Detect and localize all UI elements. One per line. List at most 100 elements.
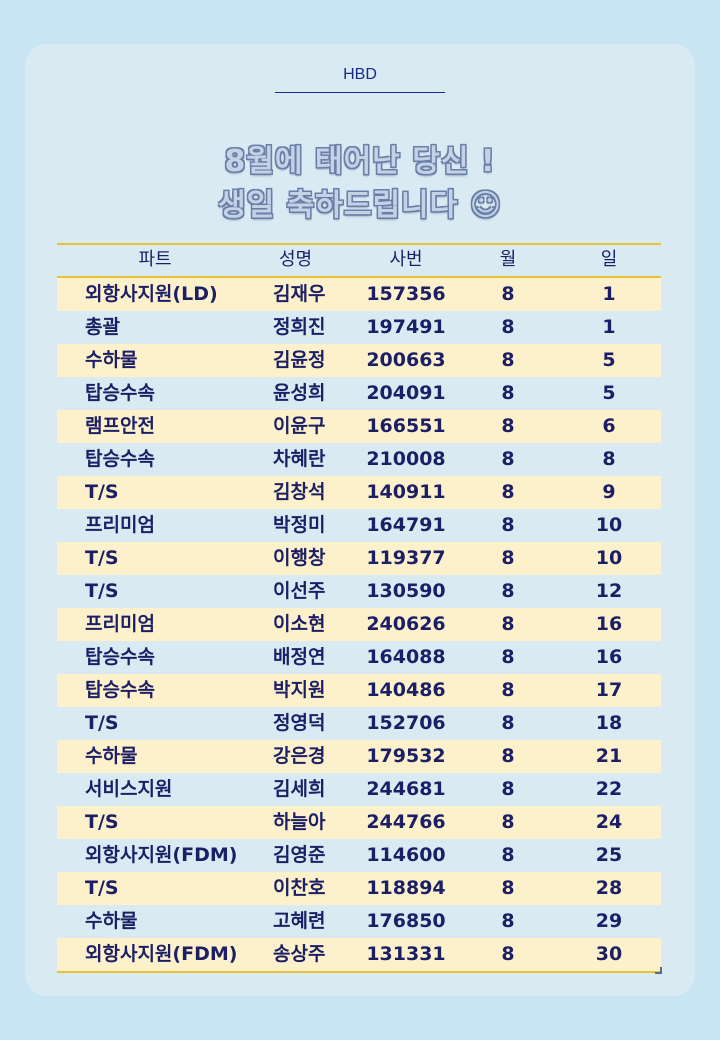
name-cell: 김창석 [273,481,326,503]
day-cell: 22 [595,778,623,800]
month-cell: 8 [501,448,515,470]
month-cell: 8 [501,844,515,866]
part-cell: T/S [85,877,119,899]
month-cell: 8 [501,811,515,833]
table-row: 프리미엄 박정미 164791 8 10 [57,509,661,542]
day-cell: 25 [595,844,623,866]
employee-id-cell: 130590 [366,580,446,602]
part-cell: 프리미엄 [85,613,155,635]
table-row: 외항사지원(FDM) 김영준 114600 8 25 [57,839,661,872]
table-row: 탑승수속 윤성희 204091 8 5 [57,377,661,410]
day-cell: 10 [595,547,623,569]
name-cell: 김윤정 [273,349,326,371]
column-header-name: 성명 [279,249,313,270]
employee-id-cell: 140911 [366,481,446,503]
employee-id-cell: 166551 [366,415,446,437]
table-row: 램프안전 이윤구 166551 8 6 [57,410,661,443]
table-row: T/S 하늘아 244766 8 24 [57,806,661,839]
employee-id-cell: 152706 [366,712,446,734]
part-cell: T/S [85,547,119,569]
birthday-table: 파트 성명 사번 월 일 외항사지원(LD) 김재우 157356 8 1 총괄 정희진 19… [57,243,661,973]
part-cell: 수하물 [85,910,138,932]
month-cell: 8 [501,877,515,899]
day-cell: 12 [595,580,623,602]
employee-id-cell: 204091 [366,382,446,404]
part-cell: 탑승수속 [85,448,155,470]
day-cell: 18 [595,712,623,734]
employee-id-cell: 200663 [366,349,446,371]
day-cell: 5 [602,349,616,371]
employee-id-cell: 179532 [366,745,446,767]
month-cell: 8 [501,514,515,536]
part-cell: 램프안전 [85,415,155,437]
employee-id-cell: 118894 [366,877,446,899]
table-row: 서비스지원 김세희 244681 8 22 [57,773,661,806]
month-cell: 8 [501,910,515,932]
month-cell: 8 [501,382,515,404]
name-cell: 이행창 [273,547,326,569]
name-cell: 송상주 [273,943,326,965]
month-cell: 8 [501,943,515,965]
employee-id-cell: 197491 [366,316,446,338]
month-cell: 8 [501,778,515,800]
employee-id-cell: 119377 [366,547,446,569]
name-cell: 이소현 [273,613,326,635]
name-cell: 차혜란 [273,448,326,470]
day-cell: 28 [595,877,623,899]
month-cell: 8 [501,613,515,635]
day-cell: 21 [595,745,623,767]
name-cell: 배정연 [273,646,326,668]
day-cell: 1 [602,283,616,305]
table-row: T/S 이행창 119377 8 10 [57,542,661,575]
part-cell: 수하물 [85,745,138,767]
day-cell: 24 [595,811,623,833]
headline-line-2: 생일 축하드립니다 ☺ [218,188,502,223]
table-row: 탑승수속 배정연 164088 8 16 [57,641,661,674]
column-header-part: 파트 [138,249,172,270]
table-row: T/S 정영덕 152706 8 18 [57,707,661,740]
table-row: 수하물 고혜련 176850 8 29 [57,905,661,938]
name-cell: 박지원 [273,679,326,701]
part-cell: 총괄 [85,316,120,338]
day-cell: 30 [595,943,623,965]
resize-corner-marker [655,967,662,974]
table-row: 총괄 정희진 197491 8 1 [57,311,661,344]
name-cell: 고혜련 [273,910,326,932]
table-row: 수하물 김윤정 200663 8 5 [57,344,661,377]
employee-id-cell: 157356 [366,283,446,305]
name-cell: 이선주 [273,580,326,602]
part-cell: 외항사지원(FDM) [85,844,238,866]
month-cell: 8 [501,283,515,305]
column-header-employee-id: 사번 [389,249,423,270]
table-row: 외항사지원(LD) 김재우 157356 8 1 [57,278,661,311]
table-row: T/S 김창석 140911 8 9 [57,476,661,509]
month-cell: 8 [501,745,515,767]
headline: 8월에 태어난 당신 ! 생일 축하드립니다 ☺ [0,140,720,228]
day-cell: 6 [602,415,616,437]
employee-id-cell: 140486 [366,679,446,701]
employee-id-cell: 244766 [366,811,446,833]
name-cell: 박정미 [273,514,326,536]
name-cell: 하늘아 [273,811,326,833]
column-header-month: 월 [499,249,517,270]
employee-id-cell: 114600 [366,844,446,866]
day-cell: 17 [595,679,623,701]
name-cell: 윤성희 [273,382,326,404]
table-row: 프리미엄 이소현 240626 8 16 [57,608,661,641]
employee-id-cell: 131331 [366,943,446,965]
day-cell: 9 [602,481,616,503]
day-cell: 1 [602,316,616,338]
table-header-row: 파트 성명 사번 월 일 [57,245,661,278]
month-cell: 8 [501,481,515,503]
month-cell: 8 [501,547,515,569]
name-cell: 김영준 [273,844,326,866]
name-cell: 김세희 [273,778,326,800]
part-cell: 서비스지원 [85,778,173,800]
table-row: 수하물 강은경 179532 8 21 [57,740,661,773]
employee-id-cell: 240626 [366,613,446,635]
table-row: 탑승수속 차혜란 210008 8 8 [57,443,661,476]
column-header-day: 일 [600,249,618,270]
employee-id-cell: 164791 [366,514,446,536]
name-cell: 강은경 [273,745,326,767]
employee-id-cell: 164088 [366,646,446,668]
